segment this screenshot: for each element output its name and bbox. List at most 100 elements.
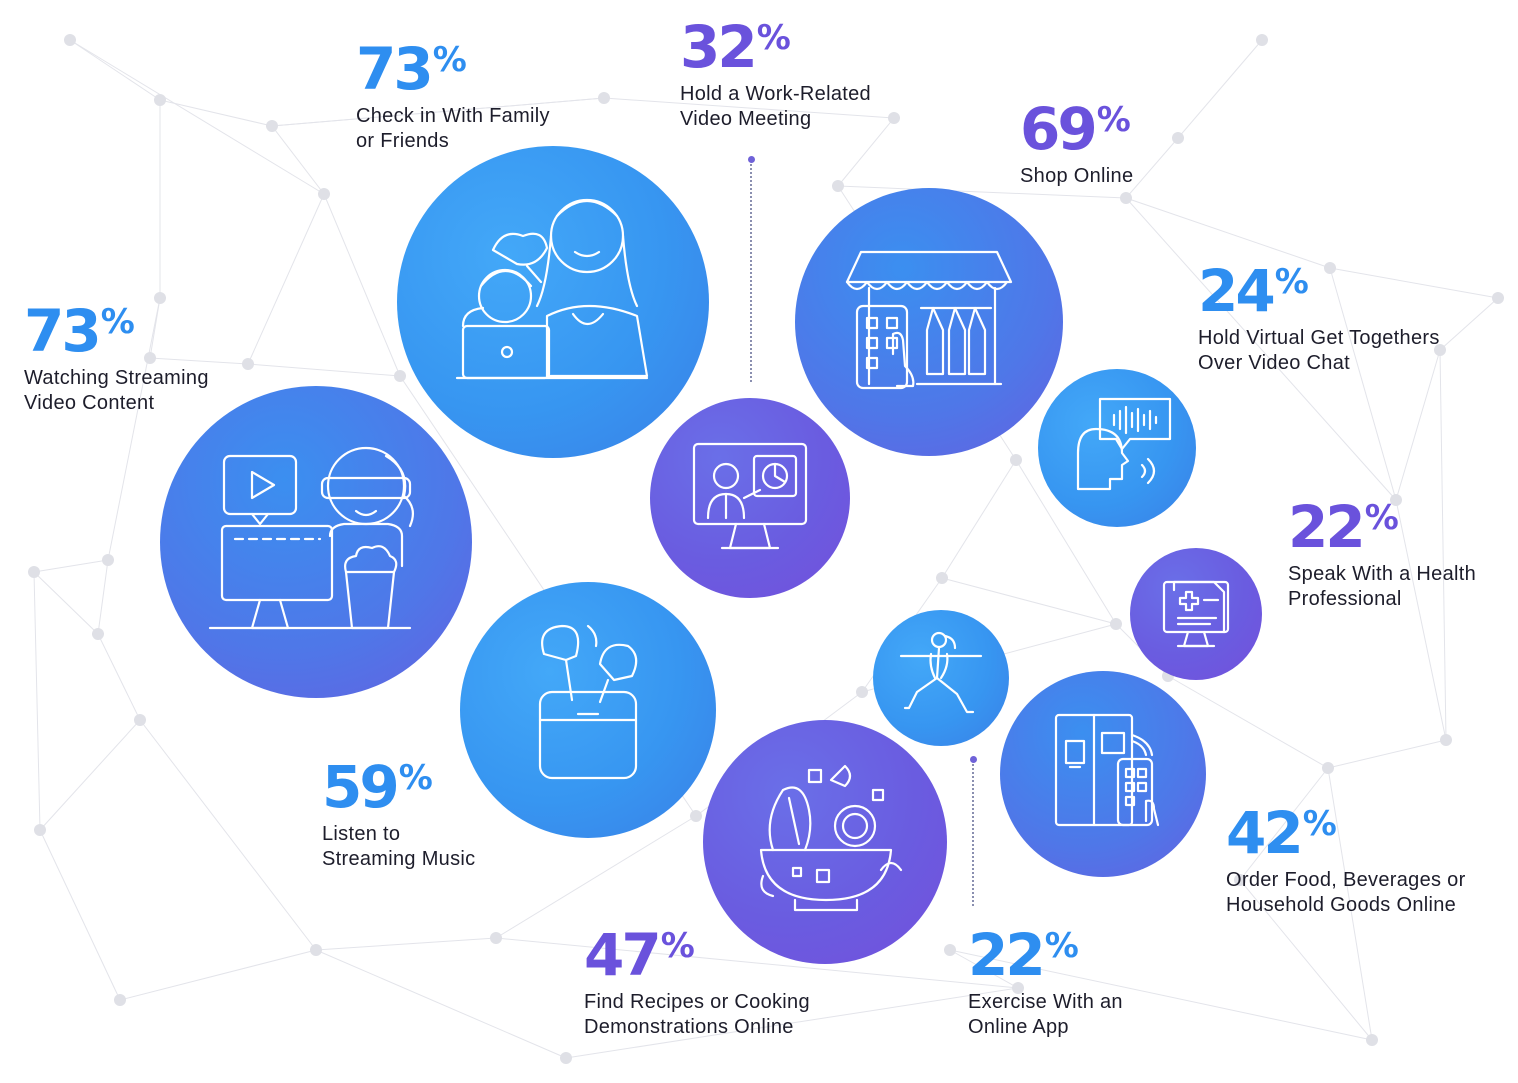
network-line	[119, 949, 317, 1001]
network-line	[39, 719, 141, 831]
network-node	[154, 94, 166, 106]
connector-exercise	[970, 756, 977, 906]
network-node	[310, 944, 322, 956]
network-line	[315, 949, 567, 1059]
stat-label: Check in With Family or Friends	[356, 105, 550, 152]
health-record-icon	[1162, 580, 1230, 648]
network-node	[598, 92, 610, 104]
network-node	[92, 628, 104, 640]
network-node	[1256, 34, 1268, 46]
network-node	[102, 554, 114, 566]
network-line	[837, 117, 895, 187]
streaming-video-icon	[208, 446, 415, 630]
connector-video-meeting	[748, 156, 755, 382]
network-line	[33, 559, 109, 573]
network-line	[1177, 39, 1263, 139]
network-line	[315, 937, 497, 951]
stat-music: 59% Listen to Streaming Music	[322, 758, 475, 872]
network-line	[1015, 459, 1117, 625]
network-node	[936, 572, 948, 584]
stat-percent: 73%	[24, 297, 135, 365]
network-line	[495, 937, 1019, 989]
network-node	[318, 188, 330, 200]
network-line	[1125, 197, 1331, 269]
network-line	[33, 571, 99, 635]
network-line	[941, 459, 1017, 579]
yoga-icon	[899, 631, 983, 714]
bubble-order-food	[1000, 671, 1206, 877]
network-node	[1120, 192, 1132, 204]
stat-family: 73% Check in With Family or Friends	[356, 40, 550, 154]
network-node	[394, 370, 406, 382]
stat-percent: 59%	[322, 753, 433, 821]
network-line	[247, 363, 401, 377]
network-line	[941, 577, 1117, 625]
network-node	[888, 112, 900, 124]
network-node	[1010, 454, 1022, 466]
stat-video-meeting: 32% Hold a Work-Related Video Meeting	[680, 18, 871, 132]
network-line	[1125, 137, 1179, 199]
stat-percent: 42%	[1226, 799, 1337, 867]
network-node	[1324, 262, 1336, 274]
network-node	[1234, 874, 1246, 886]
network-line	[159, 99, 273, 127]
network-line	[1395, 499, 1447, 741]
salad-bowl-icon	[759, 764, 903, 912]
network-node	[1322, 762, 1334, 774]
stat-streaming-video: 73% Watching Streaming Video Content	[24, 302, 209, 416]
bubble-shop-online	[795, 188, 1063, 456]
network-node	[1172, 132, 1184, 144]
network-node	[1434, 344, 1446, 356]
stat-percent: 47%	[584, 921, 695, 989]
stat-label: Speak With a Health Professional	[1288, 563, 1477, 610]
network-node	[1390, 494, 1402, 506]
network-line	[1239, 879, 1373, 1041]
bubble-recipes	[703, 720, 947, 964]
network-line	[1239, 767, 1329, 881]
online-shop-icon	[845, 250, 1013, 390]
stat-health: 22% Speak With a Health Professional	[1288, 498, 1476, 612]
stat-label: Hold Virtual Get Togethers Over Video Ch…	[1198, 327, 1440, 374]
network-line	[1439, 297, 1499, 351]
stat-label: Find Recipes or Cooking Demonstrations O…	[584, 991, 810, 1038]
network-line	[603, 97, 895, 119]
stat-percent: 24%	[1198, 257, 1309, 325]
network-node	[242, 358, 254, 370]
network-line	[97, 559, 109, 635]
stat-exercise: 22% Exercise With an Online App	[968, 926, 1123, 1040]
network-node	[134, 714, 146, 726]
network-node	[64, 34, 76, 46]
network-node	[28, 566, 40, 578]
network-line	[949, 949, 1019, 989]
network-node	[34, 824, 46, 836]
network-node	[490, 932, 502, 944]
network-line	[247, 193, 325, 365]
network-line	[33, 571, 41, 831]
network-line	[323, 193, 401, 377]
stat-label: Watching Streaming Video Content	[24, 367, 209, 414]
stat-shop-online: 69% Shop Online	[1020, 100, 1133, 189]
stat-label: Shop Online	[1020, 165, 1134, 187]
network-node	[144, 352, 156, 364]
network-node	[690, 810, 702, 822]
stat-percent: 69%	[1020, 95, 1131, 163]
stat-order-food: 42% Order Food, Beverages or Household G…	[1226, 804, 1466, 918]
stat-label: Listen to Streaming Music	[322, 823, 476, 870]
network-node	[856, 686, 868, 698]
network-line	[271, 97, 605, 127]
stat-percent: 22%	[968, 921, 1079, 989]
network-line	[837, 185, 1127, 199]
network-line	[39, 829, 121, 1001]
network-line	[1327, 767, 1373, 1041]
network-line	[149, 357, 249, 365]
stat-virtual-get-togethers: 24% Hold Virtual Get Togethers Over Vide…	[1198, 262, 1440, 376]
network-node	[1110, 618, 1122, 630]
bubble-video-meeting	[650, 398, 850, 598]
video-meeting-icon	[692, 442, 808, 550]
network-line	[495, 815, 697, 939]
network-line	[1167, 675, 1329, 769]
network-node	[560, 1052, 572, 1064]
stat-label: Hold a Work-Related Video Meeting	[680, 83, 871, 130]
network-line	[97, 633, 141, 721]
network-line	[1439, 349, 1447, 741]
